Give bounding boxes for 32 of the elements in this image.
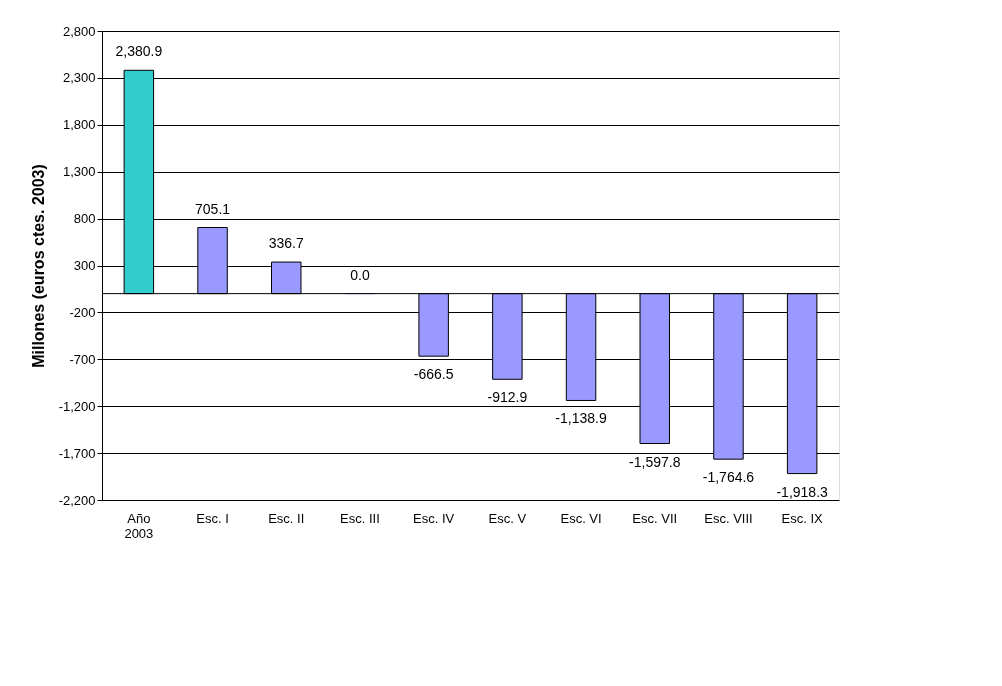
y-axis-title: Millones (euros ctes. 2003) bbox=[29, 164, 47, 368]
y-tick-label: 2,300 bbox=[62, 70, 96, 86]
data-label: 336.7 bbox=[268, 235, 304, 252]
x-tick-label: Esc. IX bbox=[781, 510, 824, 526]
x-tick-label: Año 2003 bbox=[124, 510, 154, 541]
x-tick-label: Esc. V bbox=[488, 510, 527, 526]
x-tick-label: Esc. II bbox=[268, 510, 305, 526]
x-tick-label: Esc. IV bbox=[413, 510, 455, 526]
y-tick-label: -200 bbox=[69, 304, 96, 320]
y-tick-label: 2,800 bbox=[62, 23, 96, 39]
y-tick-label: -1,200 bbox=[58, 398, 96, 414]
y-tick-label: -1,700 bbox=[58, 445, 96, 461]
x-tick-label: Esc. VI bbox=[560, 510, 602, 526]
data-label: -912.9 bbox=[487, 389, 528, 406]
data-label: -1,918.3 bbox=[776, 483, 829, 500]
y-tick-label: 1,800 bbox=[62, 117, 96, 133]
x-tick-label: Esc. VIII bbox=[704, 510, 753, 526]
x-tick-label: Esc. III bbox=[340, 510, 380, 526]
data-label: -1,597.8 bbox=[629, 453, 681, 470]
y-tick-label: 300 bbox=[73, 258, 96, 273]
y-tick-label: -2,200 bbox=[58, 492, 96, 508]
y-tick-label: 1,300 bbox=[62, 164, 96, 180]
y-tick-label: 800 bbox=[73, 211, 96, 227]
data-label: 705.1 bbox=[195, 200, 231, 217]
data-label: 2,380.9 bbox=[115, 43, 163, 60]
x-tick-label: Esc. VII bbox=[632, 510, 678, 526]
data-label: 0.0 bbox=[350, 266, 370, 283]
data-label: -1,764.6 bbox=[702, 469, 755, 486]
data-label: -666.5 bbox=[413, 366, 454, 383]
data-label: -1,138.9 bbox=[555, 410, 607, 427]
y-tick-label: -700 bbox=[69, 351, 96, 367]
x-tick-label: Esc. I bbox=[196, 510, 229, 526]
